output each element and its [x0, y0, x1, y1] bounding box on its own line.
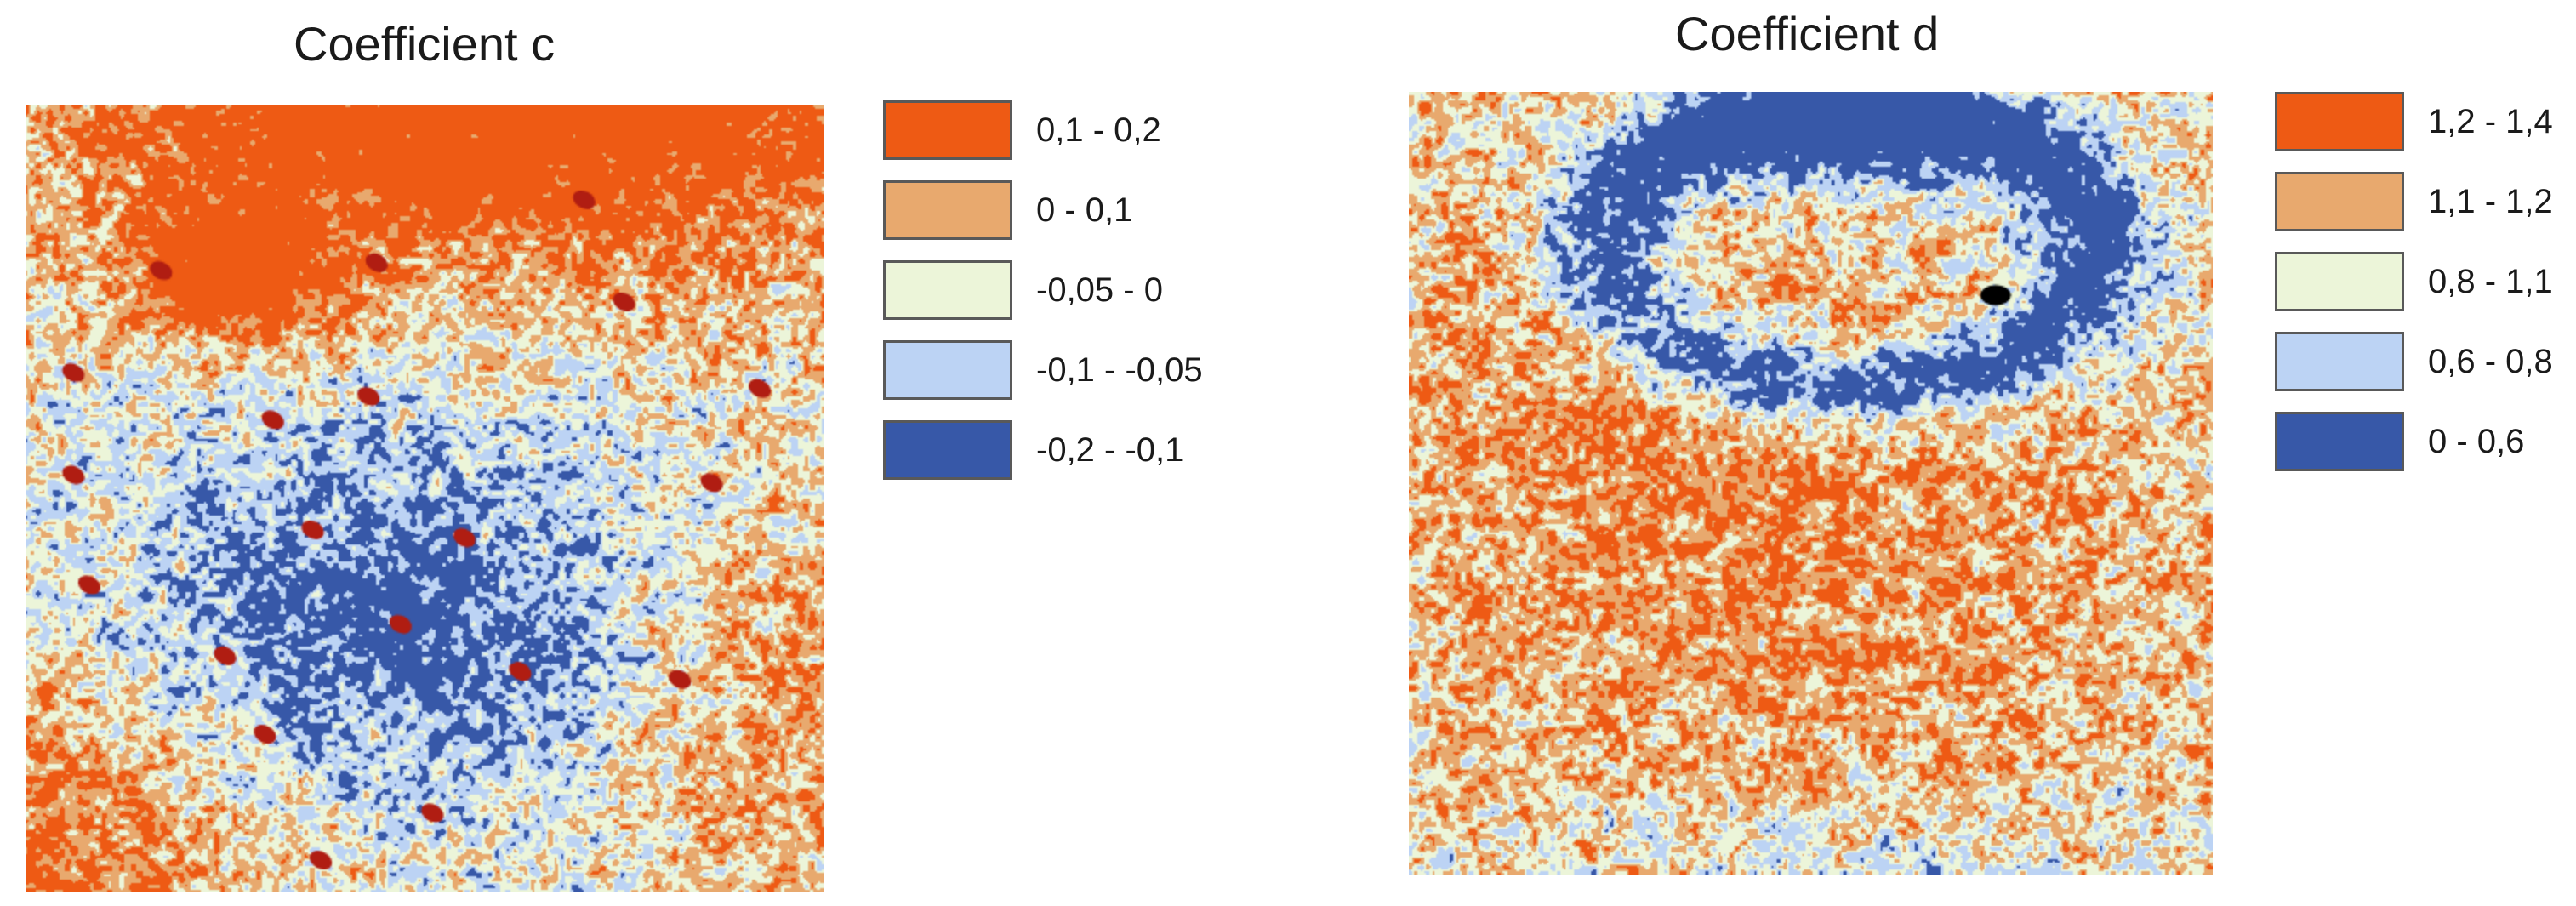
legend-label: 0 - 0,6 [2428, 423, 2525, 460]
panel-coefficient-c: Coefficient c 0,1 - 0,2 0 - 0,1 -0,05 - … [26, 17, 1203, 892]
legend-swatch [2275, 412, 2404, 471]
legend-label: 0,1 - 0,2 [1036, 111, 1161, 149]
map-title-c: Coefficient c [294, 17, 556, 71]
legend-label: 0,6 - 0,8 [2428, 343, 2553, 380]
panel-coefficient-d: Coefficient d 1,2 - 1,4 1,1 - 1,2 0,8 - … [1288, 0, 2576, 906]
legend-label: -0,2 - -0,1 [1036, 431, 1184, 469]
legend-label: -0,1 - -0,05 [1036, 351, 1203, 389]
legend-label: 1,1 - 1,2 [2428, 183, 2553, 220]
legend-swatch [2275, 252, 2404, 311]
coefficient-d-raster-map [1409, 92, 2213, 875]
legend-swatch [883, 420, 1012, 480]
legend-swatch [2275, 92, 2404, 151]
legend-label: 1,2 - 1,4 [2428, 103, 2553, 140]
legend-swatch [883, 180, 1012, 240]
legend-swatch [2275, 172, 2404, 231]
legend-label: 0,8 - 1,1 [2428, 263, 2553, 300]
legend-swatch [883, 100, 1012, 160]
legend-label: -0,05 - 0 [1036, 271, 1163, 309]
legend-label: 0 - 0,1 [1036, 191, 1133, 229]
legend-swatch [883, 340, 1012, 400]
coefficient-c-raster-map [26, 105, 824, 892]
legend-swatch [2275, 332, 2404, 391]
map-title-d: Coefficient d [1675, 7, 1940, 60]
legend-swatch [883, 260, 1012, 320]
